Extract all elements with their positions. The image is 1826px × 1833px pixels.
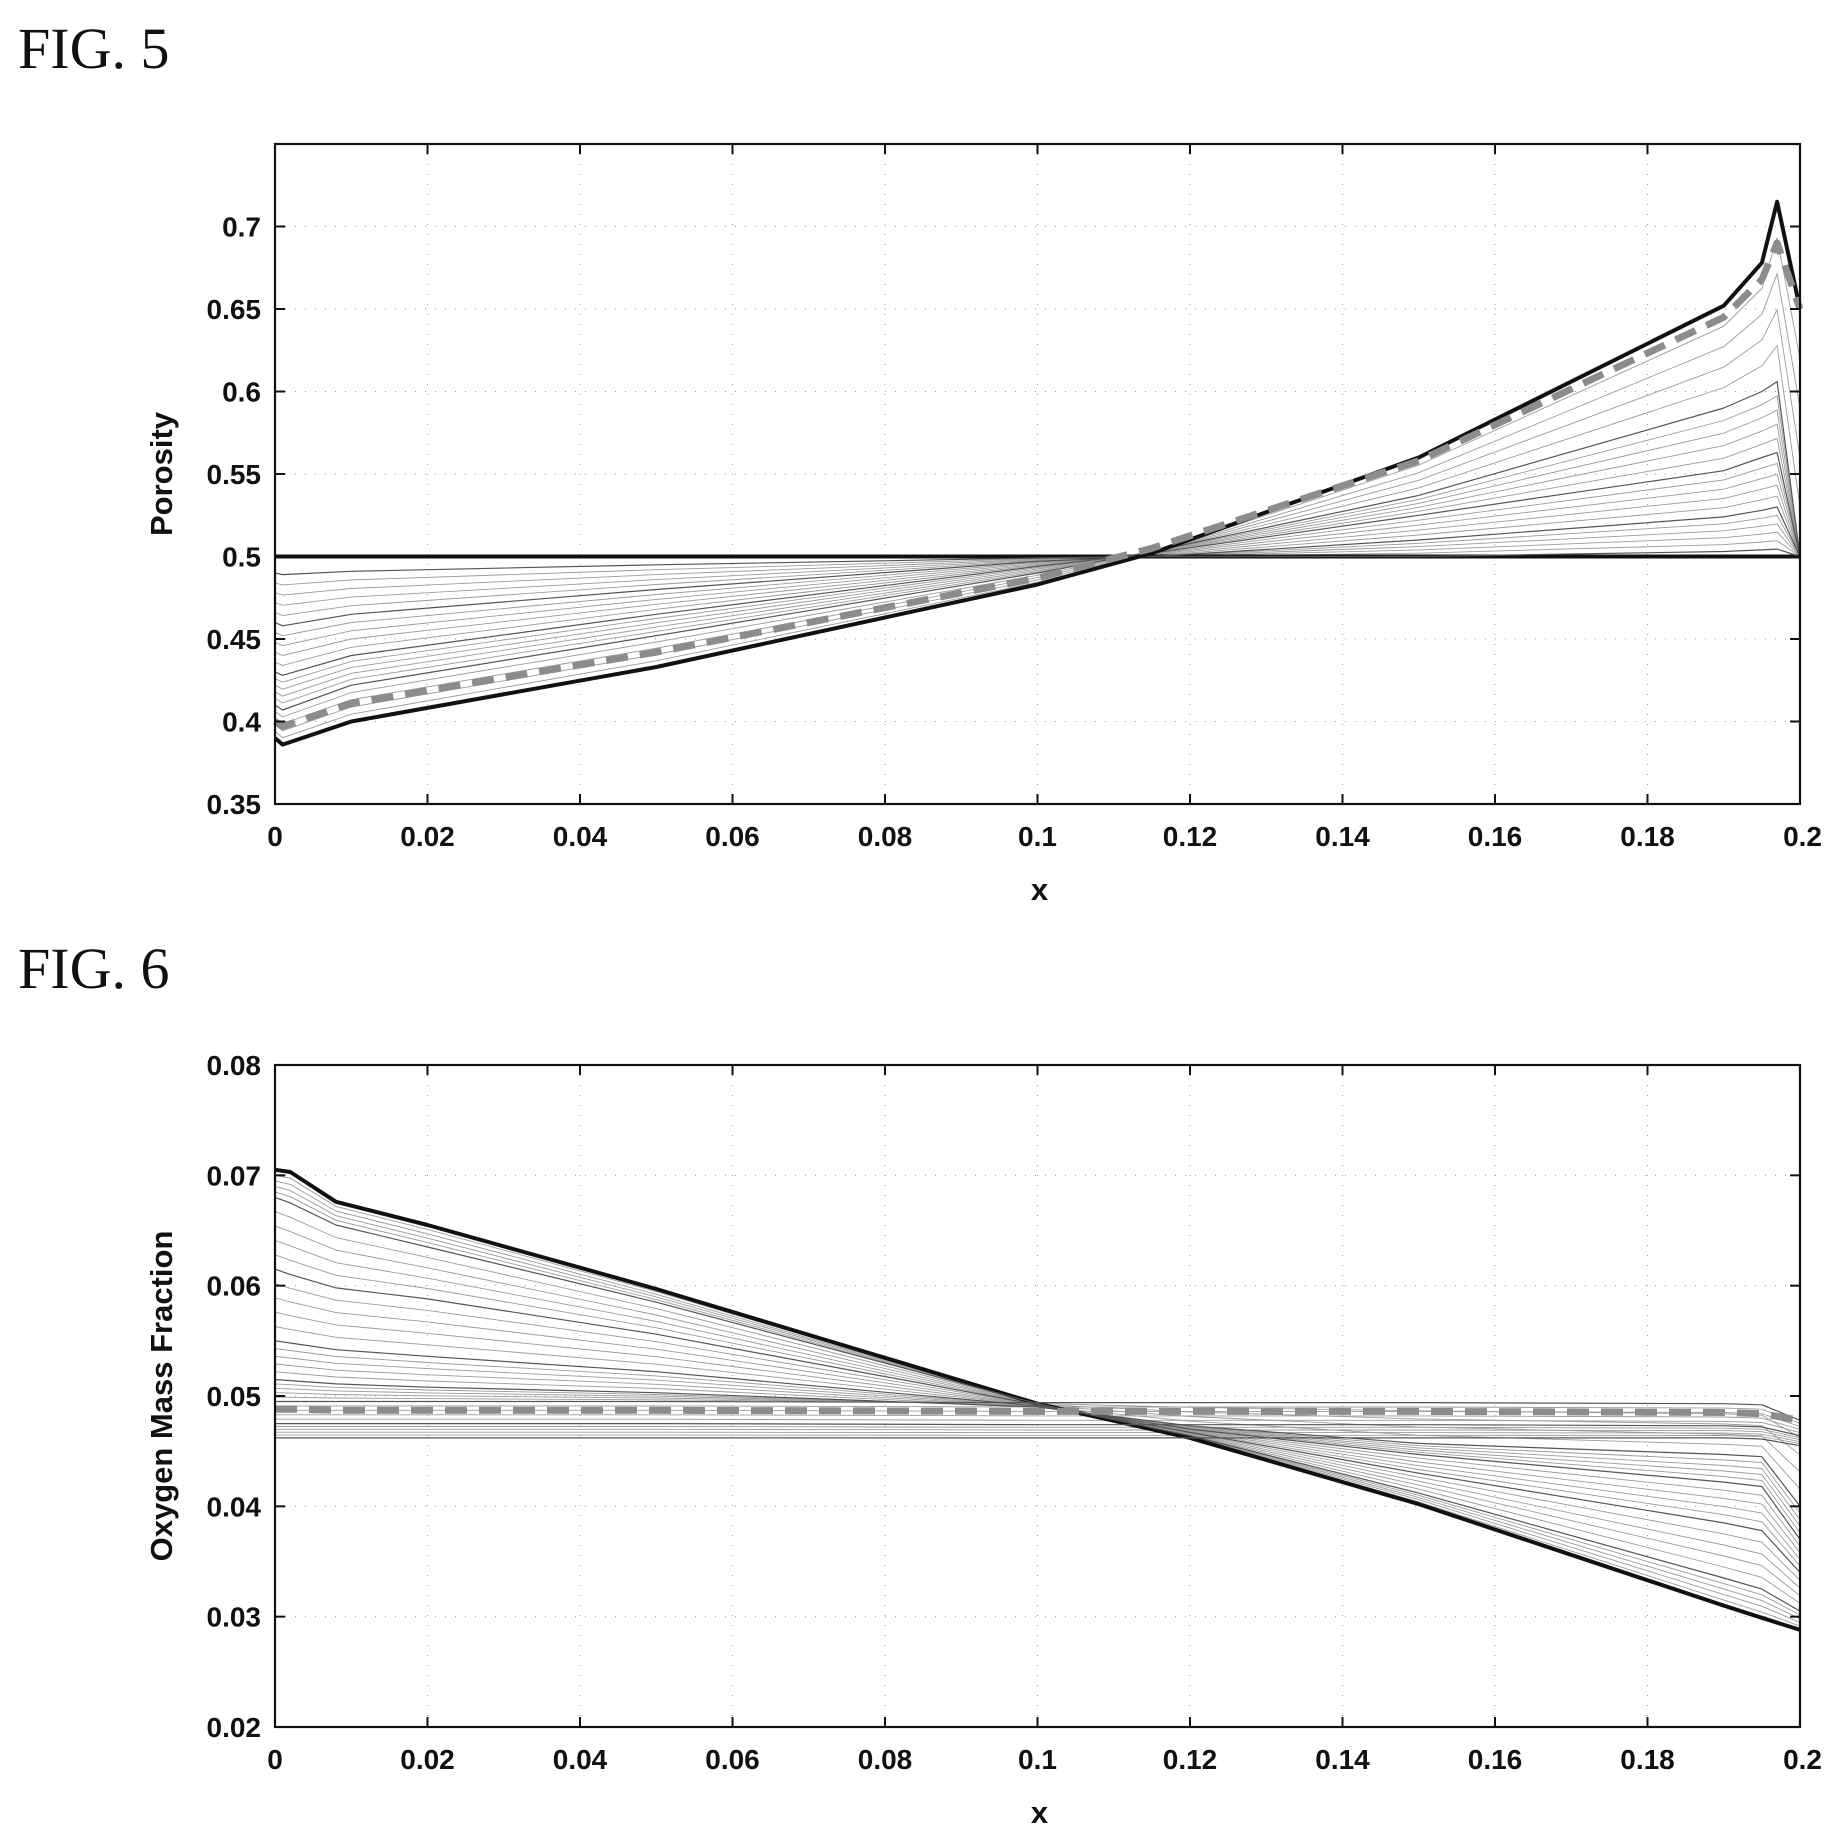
fig5-series-line-2 xyxy=(274,506,1801,627)
fig5-series-fill-line xyxy=(274,308,1801,725)
fig5-x-tick-label: 0.16 xyxy=(1468,821,1523,852)
fig6-series xyxy=(274,1167,1801,1632)
fig5-series-fill-line xyxy=(274,271,1801,732)
fig6-series-line-1 xyxy=(274,1196,1801,1612)
fig6-series-line-3 xyxy=(274,1340,1801,1540)
fig5-label: FIG. 5 xyxy=(18,16,169,81)
fig5-series-line-4 xyxy=(274,381,1801,711)
fig5-series xyxy=(273,199,1804,747)
fig6-x-axis-label: x xyxy=(1031,1795,1049,1830)
fig5-y-tick-label: 0.7 xyxy=(222,212,261,243)
fig6-series-fill-line xyxy=(275,1414,1801,1430)
fig6-x-tick-label: 0 xyxy=(267,1744,283,1775)
fig5-x-tick-label: 0.08 xyxy=(858,821,913,852)
fig6-oxygen-chart: FIG. 6 0 0.02 0.04 0.06 0.08 0.1 0.12 0.14 0.16 0… xyxy=(18,936,1822,1830)
fig5-x-tick-label: 0.1 xyxy=(1018,821,1057,852)
fig6-series-fill-line xyxy=(274,1254,1801,1581)
fig6-series-line-2 xyxy=(274,1268,1801,1573)
fig5-x-tick-label: 0.12 xyxy=(1163,821,1218,852)
fig6-x-tick-label: 0.14 xyxy=(1315,1744,1370,1775)
fig6-x-tick-label: 0.04 xyxy=(553,1744,608,1775)
fig5-x-tick-label: 0 xyxy=(267,821,283,852)
fig6-x-tick-label: 0.06 xyxy=(705,1744,760,1775)
fig5-x-tick-label: 0.18 xyxy=(1620,821,1675,852)
fig6-series-line-7 xyxy=(275,1423,1801,1437)
fig6-series-fill-line xyxy=(274,1363,1801,1520)
fig6-x-tick-label: 0.02 xyxy=(400,1744,455,1775)
fig5-y-tick-label: 0.35 xyxy=(207,789,262,820)
fig5-series-line-5 xyxy=(273,239,1804,730)
fig6-y-tick-label: 0.05 xyxy=(207,1381,262,1412)
fig6-y-axis-label: Oxygen Mass Fraction xyxy=(144,1231,179,1562)
fig6-series-fill-line xyxy=(275,1428,1801,1441)
fig5-y-tick-label: 0.65 xyxy=(207,294,262,325)
fig5-series-fill-line xyxy=(274,395,1801,704)
fig6-series-fill-line xyxy=(274,1355,1801,1527)
fig5-x-tick-label: 0.06 xyxy=(705,821,760,852)
fig5-y-tick-label: 0.45 xyxy=(207,624,262,655)
fig6-series-line-8 xyxy=(275,1437,1801,1447)
fig6-label: FIG. 6 xyxy=(18,936,169,1001)
fig6-y-tick-label: 0.02 xyxy=(207,1712,262,1743)
fig6-series-fill-line xyxy=(274,1174,1801,1627)
fig5-x-tick-label: 0.04 xyxy=(553,821,608,852)
fig6-series-fill-line xyxy=(274,1297,1801,1560)
fig5-y-tick-label: 0.5 xyxy=(222,542,261,573)
fig6-x-tick-label: 0.08 xyxy=(858,1744,913,1775)
fig5-x-tick-label: 0.2 xyxy=(1783,821,1822,852)
fig6-x-tick-label: 0.12 xyxy=(1163,1744,1218,1775)
fig6-series-line-5 xyxy=(275,1405,1801,1424)
fig5-x-axis-label: x xyxy=(1031,872,1049,907)
fig5-series-fill-line xyxy=(274,344,1801,718)
fig5-series-line-6 xyxy=(273,199,1802,747)
fig6-series-line-4 xyxy=(274,1378,1801,1507)
fig6-grid xyxy=(275,1064,1800,1727)
fig5-y-tick-label: 0.4 xyxy=(222,707,261,738)
fig6-y-tick-label: 0.07 xyxy=(207,1160,262,1191)
fig6-series-fill-line xyxy=(274,1383,1801,1490)
fig6-series-fill-line xyxy=(275,1434,1801,1445)
fig5-y-axis-label: Porosity xyxy=(144,411,179,536)
fig6-series-fill-line xyxy=(275,1426,1801,1439)
fig5-series-fill-line xyxy=(274,237,1801,739)
fig5-porosity-chart: FIG. 5 0 0.02 0.04 0.06 0.08 0.1 0.12 0.14 0.16 0… xyxy=(18,16,1822,907)
fig6-series-fill-line xyxy=(275,1431,1801,1443)
fig6-series-line-0 xyxy=(274,1167,1801,1632)
fig6-y-tick-label: 0.08 xyxy=(207,1050,262,1081)
fig5-y-tick-label: 0.55 xyxy=(207,459,262,490)
fig5-grid xyxy=(275,144,1800,804)
fig6-x-tick-label: 0.16 xyxy=(1468,1744,1523,1775)
fig6-x-tick-label: 0.1 xyxy=(1018,1744,1057,1775)
fig6-y-tick-label: 0.03 xyxy=(207,1602,262,1633)
fig6-x-tick-label: 0.2 xyxy=(1783,1744,1822,1775)
fig5-x-tick-label: 0.02 xyxy=(400,821,455,852)
fig6-y-tick-label: 0.04 xyxy=(207,1491,262,1522)
fig6-series-line-6 xyxy=(275,1400,1801,1421)
fig6-ticks: 0 0.02 0.04 0.06 0.08 0.1 0.12 0.14 0.16 0.18 0.20… xyxy=(207,1050,1823,1775)
fig5-y-tick-label: 0.6 xyxy=(222,377,261,408)
fig6-series-fill-line xyxy=(275,1418,1801,1434)
fig5-series-fill-line xyxy=(274,409,1801,697)
fig6-x-tick-label: 0.18 xyxy=(1620,1744,1675,1775)
fig6-y-tick-label: 0.06 xyxy=(207,1271,262,1302)
fig5-ticks: 0 0.02 0.04 0.06 0.08 0.1 0.12 0.14 0.16 0.18 0.2 0… xyxy=(207,144,1822,852)
fig5-x-tick-label: 0.14 xyxy=(1315,821,1370,852)
